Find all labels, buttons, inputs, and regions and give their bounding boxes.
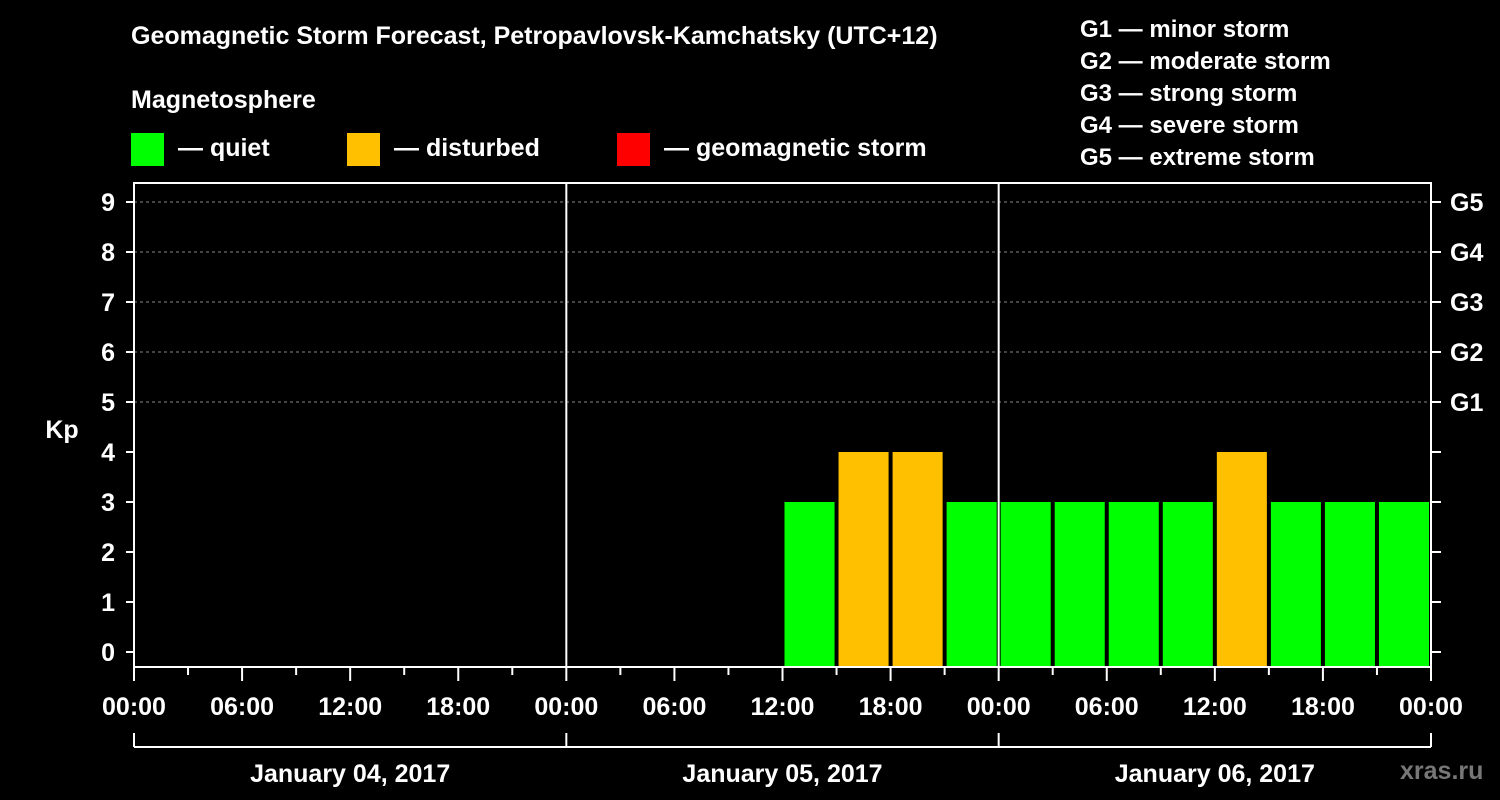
x-tick-label-9: 06:00	[1075, 693, 1139, 721]
y-tick-label-1: 1	[101, 589, 115, 617]
bar-9	[1270, 502, 1321, 667]
storm-scale-g5: G5 — extreme storm	[1080, 144, 1315, 171]
legend-swatch-storm	[617, 133, 650, 166]
storm-scale-g1: G1 — minor storm	[1080, 16, 1290, 43]
legend-swatch-disturbed	[347, 133, 380, 166]
x-tick-label-1: 06:00	[210, 693, 274, 721]
chart-subtitle: Magnetosphere	[131, 86, 316, 114]
bar-0	[784, 502, 835, 667]
right-tick-label-G3: G3	[1450, 289, 1483, 317]
x-tick-label-12: 00:00	[1399, 693, 1463, 721]
y-tick-label-3: 3	[101, 489, 115, 517]
x-tick-label-8: 00:00	[967, 693, 1031, 721]
right-tick-label-G5: G5	[1450, 189, 1483, 217]
bar-11	[1378, 502, 1429, 667]
y-tick-label-8: 8	[101, 239, 115, 267]
y-tick-label-2: 2	[101, 539, 115, 567]
right-tick-label-G2: G2	[1450, 339, 1483, 367]
bar-4	[1000, 502, 1051, 667]
x-tick-label-10: 12:00	[1183, 693, 1247, 721]
x-tick-label-3: 18:00	[426, 693, 490, 721]
legend-label-quiet: — quiet	[178, 134, 270, 162]
bar-1	[838, 452, 889, 667]
y-tick-label-6: 6	[101, 339, 115, 367]
day-label-0: January 04, 2017	[250, 760, 450, 788]
bar-10	[1324, 502, 1375, 667]
bar-8	[1216, 452, 1267, 667]
bar-2	[892, 452, 943, 667]
chart-title: Geomagnetic Storm Forecast, Petropavlovs…	[131, 22, 938, 50]
x-tick-label-11: 18:00	[1291, 693, 1355, 721]
right-tick-label-G4: G4	[1450, 239, 1483, 267]
y-tick-label-9: 9	[101, 189, 115, 217]
bar-7	[1162, 502, 1213, 667]
storm-scale-g3: G3 — strong storm	[1080, 80, 1298, 107]
x-tick-label-0: 00:00	[102, 693, 166, 721]
x-tick-label-5: 06:00	[642, 693, 706, 721]
y-tick-label-5: 5	[101, 389, 115, 417]
bar-6	[1108, 502, 1159, 667]
day-label-2: January 06, 2017	[1115, 760, 1315, 788]
storm-scale-g2: G2 — moderate storm	[1080, 48, 1331, 75]
x-tick-label-6: 12:00	[751, 693, 815, 721]
y-tick-label-4: 4	[101, 439, 115, 467]
legend-swatch-quiet	[131, 133, 164, 166]
x-tick-label-2: 12:00	[318, 693, 382, 721]
day-label-1: January 05, 2017	[682, 760, 882, 788]
x-tick-label-7: 18:00	[859, 693, 923, 721]
watermark: xras.ru	[1400, 757, 1484, 785]
bar-5	[1054, 502, 1105, 667]
storm-scale-list: G1 — minor storm G2 — moderate storm G3 …	[1080, 14, 1331, 174]
y-tick-label-0: 0	[101, 639, 115, 667]
y-axis-label: Kp	[45, 416, 78, 444]
x-tick-label-4: 00:00	[534, 693, 598, 721]
y-tick-label-7: 7	[101, 289, 115, 317]
bar-3	[946, 502, 997, 667]
legend-label-storm: — geomagnetic storm	[664, 134, 927, 162]
legend-label-disturbed: — disturbed	[394, 134, 540, 162]
right-tick-label-G1: G1	[1450, 389, 1483, 417]
storm-scale-g4: G4 — severe storm	[1080, 112, 1299, 139]
